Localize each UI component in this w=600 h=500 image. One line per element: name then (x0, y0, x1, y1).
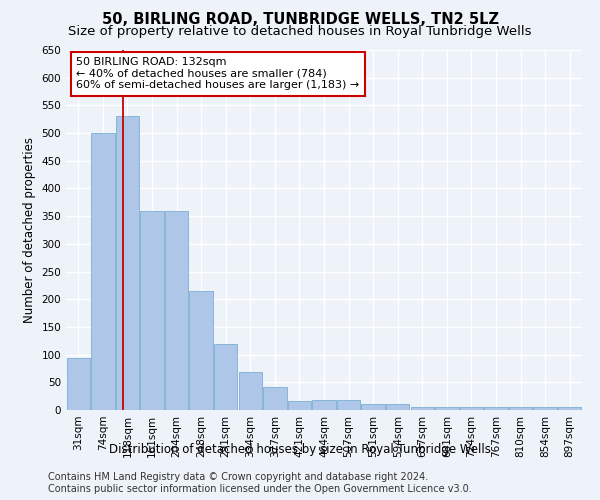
Bar (91, 133, 115, 410)
Bar (165, 210, 188, 410)
Bar (410, 406, 434, 410)
Bar (288, 400, 311, 410)
Bar (460, 407, 483, 410)
Bar (386, 404, 409, 410)
Bar (313, 400, 335, 410)
Text: Contains public sector information licensed under the Open Government Licence v3: Contains public sector information licen… (48, 484, 472, 494)
Bar (67, 358, 90, 410)
Bar (361, 404, 385, 410)
Text: 50, BIRLING ROAD, TUNBRIDGE WELLS, TN2 5LZ: 50, BIRLING ROAD, TUNBRIDGE WELLS, TN2 5… (101, 12, 499, 28)
Bar (558, 407, 581, 410)
Text: Contains HM Land Registry data © Crown copyright and database right 2024.: Contains HM Land Registry data © Crown c… (48, 472, 428, 482)
Y-axis label: Number of detached properties: Number of detached properties (23, 137, 36, 323)
Bar (337, 400, 360, 410)
Bar (190, 291, 213, 410)
Bar (484, 407, 508, 410)
Bar (533, 407, 557, 410)
Bar (263, 386, 287, 410)
Bar (140, 210, 164, 410)
Bar (214, 344, 238, 410)
Bar (116, 116, 139, 410)
Text: Distribution of detached houses by size in Royal Tunbridge Wells: Distribution of detached houses by size … (109, 442, 491, 456)
Bar (435, 407, 458, 410)
Bar (239, 372, 262, 410)
Bar (509, 407, 532, 410)
Text: 50 BIRLING ROAD: 132sqm
← 40% of detached houses are smaller (784)
60% of semi-d: 50 BIRLING ROAD: 132sqm ← 40% of detache… (76, 57, 359, 90)
Text: Size of property relative to detached houses in Royal Tunbridge Wells: Size of property relative to detached ho… (68, 25, 532, 38)
